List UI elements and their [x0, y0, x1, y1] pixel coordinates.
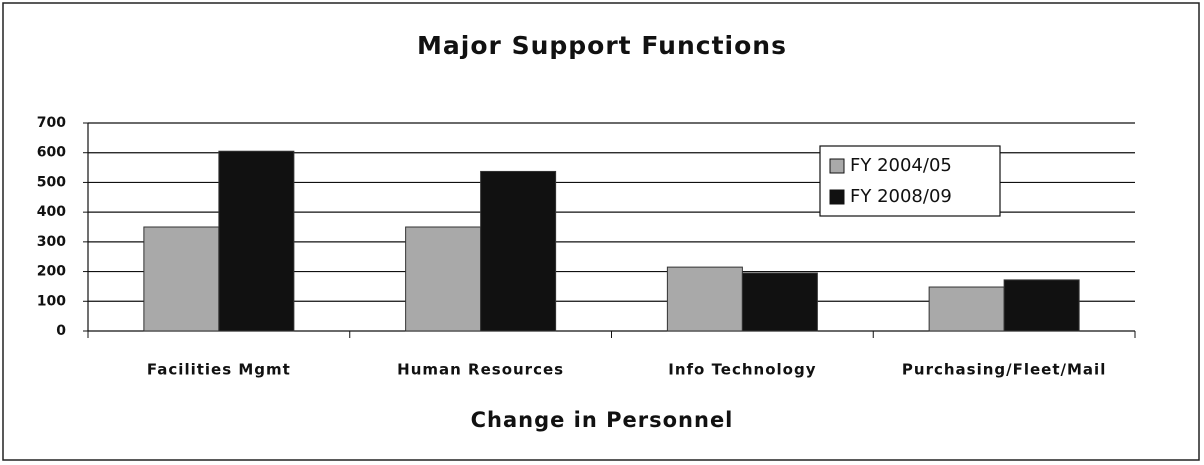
bar	[143, 226, 220, 332]
bar	[480, 170, 557, 332]
legend-label: FY 2004/05	[850, 155, 952, 176]
bar	[1003, 279, 1080, 332]
y-tick-label: 400	[37, 204, 66, 220]
x-axis-title: Change in Personnel	[471, 408, 734, 432]
bar	[741, 272, 818, 332]
x-tick-label: Human Resources	[397, 361, 564, 379]
chart-title: Major Support Functions	[417, 31, 787, 60]
y-tick-label: 100	[37, 293, 66, 309]
legend-swatch	[829, 189, 845, 205]
bar	[928, 286, 1005, 332]
x-tick-label: Facilities Mgmt	[147, 361, 291, 379]
y-tick-label: 600	[37, 145, 66, 161]
legend-swatch	[829, 158, 845, 174]
bar	[218, 150, 295, 332]
x-tick-label: Purchasing/Fleet/Mail	[902, 361, 1106, 379]
y-tick-label: 700	[37, 115, 66, 131]
y-tick-label: 500	[37, 174, 66, 190]
x-tick-label: Info Technology	[668, 361, 816, 379]
y-tick-label: 300	[37, 234, 66, 250]
legend	[819, 145, 1001, 217]
bar	[405, 226, 482, 332]
y-tick-label: 200	[37, 264, 66, 280]
legend-label: FY 2008/09	[850, 186, 952, 207]
y-tick-label: 0	[56, 323, 66, 339]
bar	[666, 266, 743, 332]
